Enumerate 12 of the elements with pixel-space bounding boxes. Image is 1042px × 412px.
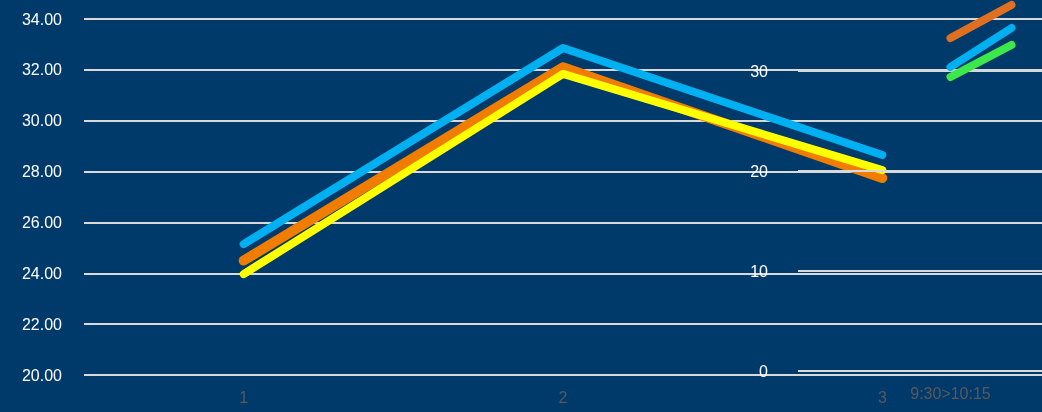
x-tick-label: 3 bbox=[877, 388, 887, 406]
y-tick-label: 20.00 bbox=[21, 366, 63, 384]
x-tick-label: 9:30>10:15 bbox=[910, 384, 991, 402]
y-tick-label: 32.00 bbox=[21, 61, 63, 79]
y-tick-label: 22.00 bbox=[21, 315, 63, 333]
y-tick-label: 28.00 bbox=[21, 163, 63, 181]
y-tick-label: 26.00 bbox=[21, 213, 63, 231]
y-tick-label: 24.00 bbox=[21, 264, 63, 282]
x-tick-label: 1 bbox=[239, 388, 249, 406]
x-tick-label: 2 bbox=[558, 388, 568, 406]
y-tick-label: 34.00 bbox=[21, 10, 63, 28]
y-tick-label: 30.00 bbox=[21, 112, 63, 130]
